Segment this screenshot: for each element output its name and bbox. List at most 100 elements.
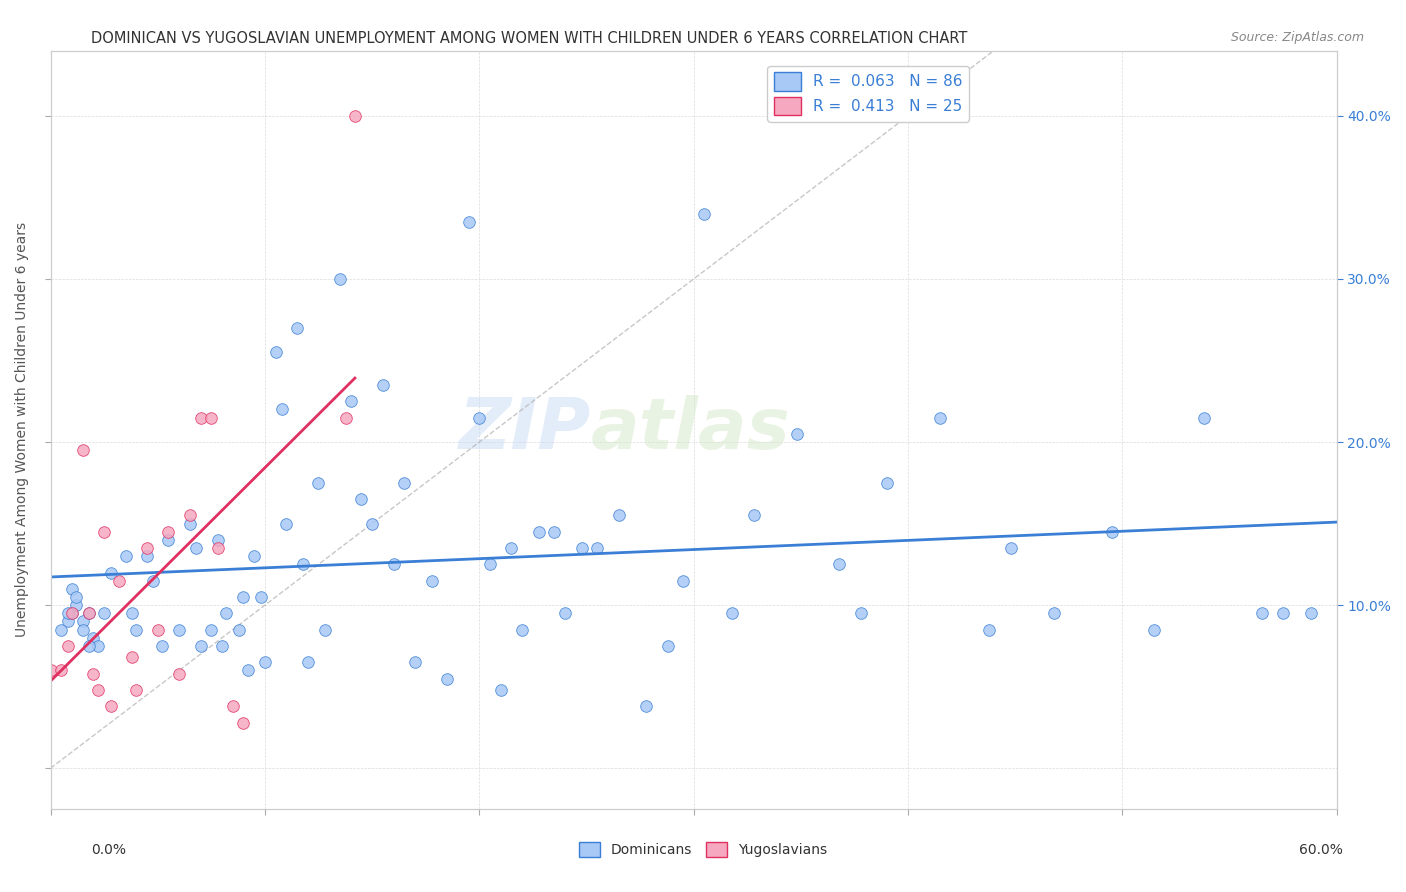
Point: [1192, 410, 1215, 425]
Point: [207, 533, 229, 547]
Point: [39, 664, 62, 678]
Point: [56, 615, 79, 629]
Point: [1272, 607, 1295, 621]
Point: [1042, 607, 1064, 621]
Point: [285, 321, 308, 335]
Point: [742, 508, 765, 523]
Point: [157, 533, 180, 547]
Point: [314, 623, 336, 637]
Point: [179, 516, 201, 531]
Point: [56, 607, 79, 621]
Point: [1000, 541, 1022, 555]
Point: [236, 664, 259, 678]
Point: [150, 639, 173, 653]
Point: [51, 664, 73, 678]
Point: [264, 345, 287, 359]
Point: [1250, 607, 1272, 621]
Point: [1143, 623, 1166, 637]
Point: [979, 623, 1001, 637]
Point: [179, 508, 201, 523]
Point: [93, 607, 115, 621]
Point: [672, 574, 695, 588]
Point: [190, 639, 212, 653]
Point: [186, 541, 208, 555]
Point: [1299, 607, 1322, 621]
Y-axis label: Unemployment Among Women with Children Under 6 years: Unemployment Among Women with Children U…: [15, 222, 30, 638]
Point: [636, 699, 658, 714]
Point: [404, 655, 426, 669]
Point: [607, 508, 630, 523]
Point: [65, 590, 87, 604]
Point: [51, 623, 73, 637]
Point: [56, 639, 79, 653]
Point: [200, 410, 222, 425]
Point: [554, 607, 576, 621]
Point: [125, 623, 148, 637]
Point: [350, 492, 373, 507]
Point: [60, 582, 83, 596]
Point: [253, 655, 276, 669]
Point: [249, 590, 271, 604]
Point: [343, 109, 366, 123]
Point: [457, 215, 479, 229]
Point: [243, 549, 266, 564]
Point: [72, 443, 94, 458]
Point: [721, 607, 744, 621]
Point: [93, 524, 115, 539]
Point: [329, 272, 352, 286]
Point: [786, 426, 808, 441]
Legend: Dominicans, Yugoslavians: Dominicans, Yugoslavians: [574, 837, 832, 863]
Text: Source: ZipAtlas.com: Source: ZipAtlas.com: [1230, 31, 1364, 45]
Point: [72, 623, 94, 637]
Point: [339, 394, 361, 409]
Point: [167, 666, 190, 681]
Point: [693, 207, 716, 221]
Point: [190, 410, 212, 425]
Point: [60, 607, 83, 621]
Point: [232, 590, 254, 604]
Point: [222, 699, 245, 714]
Point: [501, 541, 523, 555]
Point: [657, 639, 679, 653]
Point: [77, 607, 100, 621]
Point: [335, 410, 357, 425]
Point: [211, 639, 233, 653]
Point: [65, 598, 87, 612]
Point: [232, 715, 254, 730]
Text: DOMINICAN VS YUGOSLAVIAN UNEMPLOYMENT AMONG WOMEN WITH CHILDREN UNDER 6 YEARS CO: DOMINICAN VS YUGOSLAVIAN UNEMPLOYMENT AM…: [91, 31, 967, 46]
Point: [86, 639, 108, 653]
Point: [420, 574, 443, 588]
Point: [292, 558, 315, 572]
Point: [929, 410, 952, 425]
Point: [157, 524, 180, 539]
Point: [478, 558, 501, 572]
Point: [828, 558, 851, 572]
Point: [86, 682, 108, 697]
Point: [543, 524, 565, 539]
Point: [82, 631, 104, 645]
Point: [77, 607, 100, 621]
Point: [276, 516, 298, 531]
Point: [207, 541, 229, 555]
Point: [529, 524, 551, 539]
Point: [136, 541, 159, 555]
Point: [361, 516, 384, 531]
Text: 60.0%: 60.0%: [1299, 843, 1343, 857]
Point: [100, 699, 122, 714]
Point: [167, 623, 190, 637]
Point: [142, 574, 165, 588]
Point: [60, 607, 83, 621]
Point: [394, 475, 416, 490]
Point: [489, 682, 512, 697]
Point: [125, 682, 148, 697]
Point: [136, 549, 159, 564]
Point: [876, 475, 898, 490]
Point: [82, 666, 104, 681]
Point: [72, 615, 94, 629]
Point: [228, 623, 250, 637]
Legend: R =  0.063   N = 86, R =  0.413   N = 25: R = 0.063 N = 86, R = 0.413 N = 25: [768, 66, 969, 121]
Point: [382, 558, 405, 572]
Point: [121, 650, 143, 665]
Text: atlas: atlas: [591, 395, 790, 465]
Point: [108, 574, 131, 588]
